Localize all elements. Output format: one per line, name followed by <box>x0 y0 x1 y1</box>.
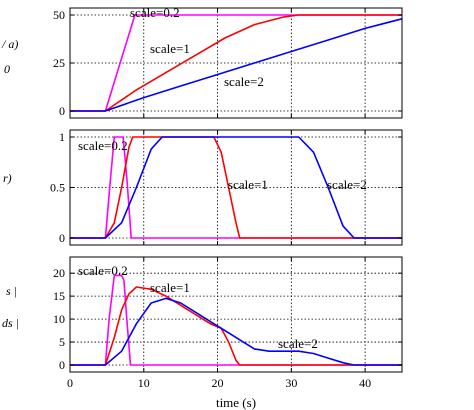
series-line <box>70 136 402 239</box>
y-tick-label: 1 <box>59 130 65 144</box>
series-line <box>70 297 402 366</box>
y-tick-label: 20 <box>53 266 65 280</box>
y-tick-label: 50 <box>53 8 65 22</box>
x-tick-label: 40 <box>359 376 371 390</box>
partial-ylabel-1b: 0 <box>4 62 10 76</box>
y-tick-label: 0.5 <box>50 181 65 195</box>
series-label: scale=1 <box>150 280 190 295</box>
x-tick-label: 10 <box>138 376 150 390</box>
series-line <box>70 274 402 366</box>
plot-frame <box>69 256 403 373</box>
series-label: scale=2 <box>224 74 264 89</box>
x-tick-label: 0 <box>67 376 73 390</box>
x-tick-label: 20 <box>212 376 224 390</box>
partial-ylabel-2: r) <box>3 171 12 185</box>
series-label: scale=2 <box>278 336 318 351</box>
x-tick-label: 30 <box>285 376 297 390</box>
y-tick-label: 10 <box>53 312 65 326</box>
series-line <box>70 18 403 112</box>
panel-position: 0 25 50 scale=0.2 scale=1 scale=2 <box>53 5 403 119</box>
series-label: scale=0.2 <box>78 138 128 153</box>
partial-ylabel-3: s | <box>6 284 17 298</box>
series-label: scale=1 <box>150 41 190 56</box>
y-tick-label: 25 <box>53 56 65 70</box>
panel-angular-velocity: 0 0.5 1 scale=0.2 scale=1 scale=2 <box>50 129 403 246</box>
series-line <box>70 136 402 239</box>
panel-torque: 0 5 10 15 20 0 10 20 30 40 scale=0.2 scale=1 scale=2 <box>53 256 403 390</box>
x-axis-label: time (s) <box>216 395 256 410</box>
series-label: scale=0.2 <box>78 263 128 278</box>
series-line <box>70 14 402 112</box>
series-label: scale=1 <box>228 177 268 192</box>
y-tick-label: 5 <box>59 335 65 349</box>
partial-ylabel-1: / a) <box>1 37 18 51</box>
y-tick-label: 0 <box>59 231 65 245</box>
series-label: scale=2 <box>327 177 367 192</box>
y-tick-label: 0 <box>59 104 65 118</box>
y-tick-label: 0 <box>59 358 65 372</box>
series-label: scale=0.2 <box>130 5 180 20</box>
plot-area <box>70 257 402 372</box>
y-tick-label: 15 <box>53 289 65 303</box>
partial-ylabel-3b: ds | <box>2 316 19 330</box>
